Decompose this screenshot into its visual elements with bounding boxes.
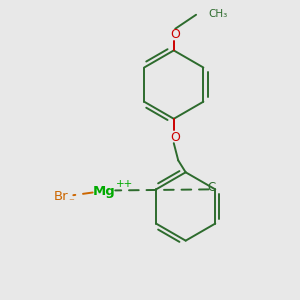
Text: CH₃: CH₃ xyxy=(208,9,228,19)
Text: ++: ++ xyxy=(116,179,134,190)
Text: O: O xyxy=(170,28,180,41)
Text: O: O xyxy=(170,131,180,144)
Text: Br: Br xyxy=(54,190,69,202)
Text: Mg: Mg xyxy=(93,184,115,197)
Text: ⁻: ⁻ xyxy=(69,197,74,207)
Text: C: C xyxy=(208,181,216,194)
